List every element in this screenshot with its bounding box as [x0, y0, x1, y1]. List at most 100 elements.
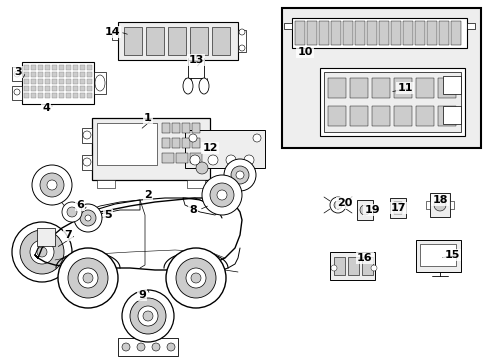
Text: 5: 5 — [104, 210, 112, 220]
Ellipse shape — [68, 258, 108, 298]
Text: 11: 11 — [396, 83, 412, 93]
Ellipse shape — [207, 155, 218, 165]
Ellipse shape — [32, 165, 72, 205]
Bar — [354, 21, 364, 45]
Bar — [73, 65, 78, 70]
Ellipse shape — [85, 215, 91, 221]
Bar — [366, 21, 376, 45]
Bar — [59, 93, 64, 98]
Bar — [329, 252, 374, 280]
Bar — [80, 65, 85, 70]
Bar — [52, 79, 57, 84]
Bar — [38, 65, 43, 70]
Ellipse shape — [74, 204, 102, 232]
Text: 19: 19 — [364, 205, 379, 215]
Ellipse shape — [122, 343, 130, 351]
Bar — [66, 72, 71, 77]
Bar — [82, 155, 92, 170]
Bar — [192, 123, 200, 133]
Bar — [238, 30, 245, 52]
Bar — [306, 21, 316, 45]
Bar — [24, 65, 29, 70]
Bar — [438, 21, 448, 45]
Bar — [112, 30, 118, 40]
Bar — [429, 193, 449, 217]
Ellipse shape — [167, 343, 175, 351]
Bar — [38, 72, 43, 77]
Ellipse shape — [183, 78, 193, 94]
Bar — [371, 106, 389, 126]
Bar — [31, 65, 36, 70]
Bar — [80, 93, 85, 98]
Bar — [37, 228, 55, 246]
Bar — [330, 21, 340, 45]
Bar — [172, 138, 180, 148]
Text: 8: 8 — [189, 205, 197, 215]
Ellipse shape — [58, 248, 118, 308]
Bar — [389, 198, 405, 218]
Ellipse shape — [433, 199, 445, 211]
Ellipse shape — [330, 265, 336, 271]
Bar — [192, 138, 200, 148]
Bar — [282, 8, 480, 148]
Bar — [356, 200, 372, 220]
Bar — [442, 106, 460, 124]
Ellipse shape — [138, 306, 158, 326]
Bar — [172, 123, 180, 133]
Bar — [73, 86, 78, 91]
Bar — [162, 123, 170, 133]
Bar — [45, 79, 50, 84]
Ellipse shape — [217, 190, 226, 200]
Bar — [31, 72, 36, 77]
Bar — [82, 128, 92, 143]
Text: 17: 17 — [389, 203, 405, 213]
Bar — [97, 180, 115, 188]
Ellipse shape — [62, 202, 82, 222]
Text: 13: 13 — [188, 55, 203, 65]
Ellipse shape — [191, 273, 201, 283]
Ellipse shape — [95, 75, 105, 91]
Bar — [31, 86, 36, 91]
Bar — [24, 86, 29, 91]
Bar — [45, 72, 50, 77]
Bar — [52, 65, 57, 70]
Ellipse shape — [329, 197, 346, 213]
Bar — [425, 201, 429, 209]
Ellipse shape — [392, 203, 402, 213]
Text: 6: 6 — [76, 200, 84, 210]
Ellipse shape — [83, 131, 91, 139]
Bar — [442, 76, 460, 94]
Bar — [45, 65, 50, 70]
Bar — [73, 72, 78, 77]
Bar — [162, 153, 174, 163]
Bar — [294, 21, 305, 45]
Bar — [176, 153, 187, 163]
Text: 7: 7 — [64, 230, 72, 240]
Ellipse shape — [40, 173, 64, 197]
Bar — [66, 86, 71, 91]
Bar — [393, 106, 411, 126]
Bar — [22, 62, 94, 104]
Bar — [87, 86, 92, 91]
Bar — [12, 86, 22, 100]
Bar — [24, 93, 29, 98]
Bar — [324, 72, 460, 132]
Text: 2: 2 — [144, 190, 152, 200]
Bar — [38, 93, 43, 98]
Bar — [327, 78, 346, 98]
Bar — [415, 106, 433, 126]
Ellipse shape — [224, 159, 256, 191]
Bar — [87, 93, 92, 98]
Bar — [59, 86, 64, 91]
Bar — [24, 72, 29, 77]
Ellipse shape — [190, 155, 200, 165]
Bar — [146, 27, 163, 55]
Text: 12: 12 — [202, 143, 217, 153]
Bar — [38, 79, 43, 84]
Bar — [87, 65, 92, 70]
Bar — [361, 257, 372, 275]
Bar — [45, 93, 50, 98]
Bar — [415, 78, 433, 98]
Text: 16: 16 — [356, 253, 372, 263]
Bar — [349, 106, 367, 126]
